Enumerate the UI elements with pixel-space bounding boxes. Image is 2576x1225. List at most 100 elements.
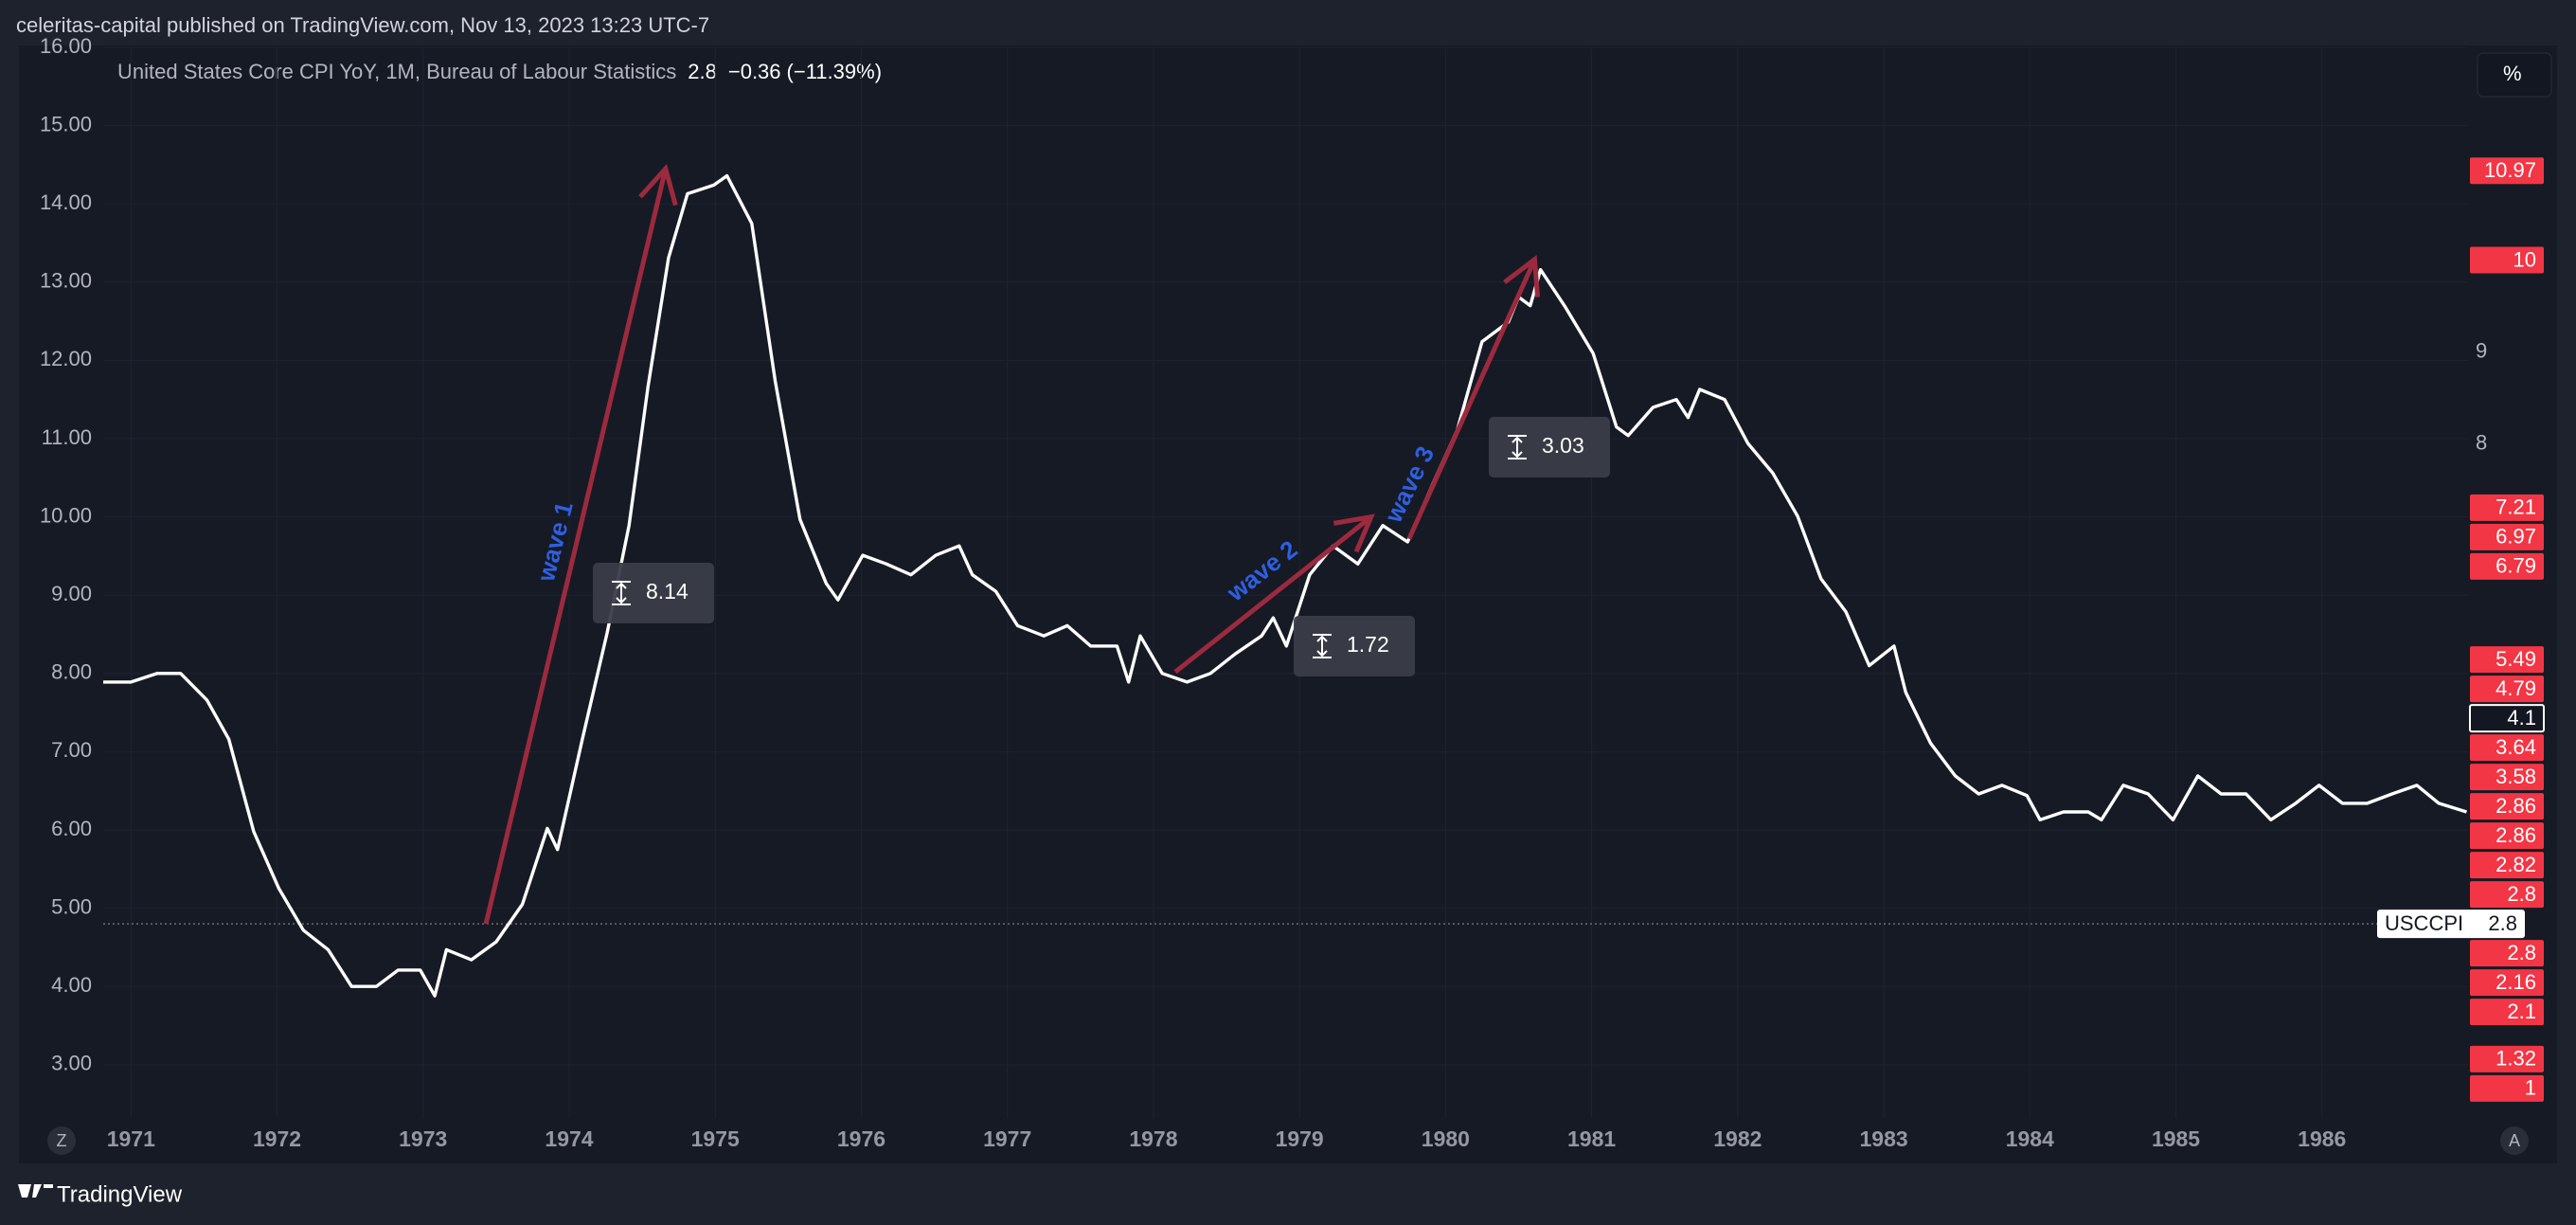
price-tag [2470, 969, 2544, 997]
measure-value: 8.14 [646, 579, 689, 603]
price-tag-label: 2.1 [2507, 1000, 2536, 1023]
footer: TradingView [57, 1181, 183, 1207]
y-tick-label: 9.00 [51, 582, 92, 605]
x-tick-label: 1984 [2006, 1126, 2054, 1151]
x-tick-label: 1973 [399, 1126, 447, 1151]
price-tag [2470, 494, 2544, 521]
x-tick-label: 1972 [253, 1126, 301, 1151]
price-tag-label: 2.86 [2496, 823, 2536, 847]
y-tick-label: 13.00 [40, 269, 92, 293]
z-label[interactable]: Z [57, 1131, 67, 1150]
price-tag-label: 2.8 [2507, 882, 2536, 906]
x-tick-label: 1980 [1422, 1126, 1470, 1151]
price-tag-label: 10 [2513, 247, 2536, 271]
last-value: 2.8 [688, 60, 717, 83]
pane [19, 45, 2557, 1163]
symbol-tag [2377, 910, 2525, 939]
price-tag [2470, 881, 2544, 909]
price-tag [2470, 157, 2544, 185]
y2-tick-label: 8 [2476, 431, 2487, 455]
price-tag [2470, 676, 2544, 703]
arrow-shaft [1406, 258, 1537, 540]
symbol-value: 2.8 [2488, 911, 2517, 935]
arrow-shaft [483, 168, 669, 925]
x-tick-label: 1982 [1713, 1126, 1762, 1151]
price-tag-label: 4.79 [2496, 676, 2536, 700]
y-tick-label: 3.00 [51, 1052, 92, 1075]
y-tick-label: 6.00 [51, 817, 92, 840]
price-tag-label: 2.82 [2496, 853, 2536, 876]
measure-icon [1313, 634, 1332, 658]
measure-icon [1508, 435, 1527, 459]
arrow-shaft [1173, 514, 1373, 675]
series-title: United States Core CPI YoY, 1M, Bureau o… [117, 60, 676, 83]
percent-button[interactable] [2477, 52, 2552, 98]
change: −0.36 [728, 60, 781, 83]
price-tag [2470, 1074, 2544, 1102]
y2-tick-label: 9 [2476, 338, 2487, 362]
price-tag-label: 6.79 [2496, 554, 2536, 578]
x-tick-label: 1979 [1276, 1126, 1324, 1151]
price-tag [2470, 734, 2544, 762]
measure-box [593, 563, 714, 623]
y-tick-label: 8.00 [51, 660, 92, 684]
x-tick-label: 1976 [837, 1126, 886, 1151]
x-tick-label: 1985 [2152, 1126, 2200, 1151]
price-tag [2470, 852, 2544, 879]
y-tick-label: 14.00 [40, 190, 92, 214]
price-tag-label: 4.1 [2507, 706, 2536, 730]
price-tag-label: 7.21 [2496, 495, 2536, 519]
price-tag [2470, 646, 2544, 674]
y-tick-label: 12.00 [40, 347, 92, 370]
measure-value: 3.03 [1542, 433, 1584, 458]
y-tick-label: 15.00 [40, 112, 92, 135]
price-tag-label: 1.32 [2496, 1047, 2536, 1071]
price-tag [2470, 1045, 2544, 1072]
y-tick-label: 10.00 [40, 503, 92, 527]
a-button[interactable] [2500, 1126, 2529, 1155]
a-label[interactable]: A [2509, 1131, 2520, 1150]
x-tick-label: 1971 [107, 1126, 155, 1151]
y-tick-label: 16.00 [40, 34, 92, 58]
price-tag [2470, 523, 2544, 550]
price-tag-label: 2.86 [2496, 794, 2536, 818]
price-tag [2470, 940, 2544, 967]
arrow-head [638, 163, 678, 207]
legend: United States Core CPI YoY, 1M, Bureau o… [117, 60, 882, 83]
x-tick-label: 1983 [1859, 1126, 1907, 1151]
y-tick-label: 11.00 [42, 425, 92, 449]
arrow-head [1503, 255, 1541, 297]
series-line [103, 173, 2468, 998]
price-tag [2469, 704, 2545, 733]
change-percent: (−11.39%) [787, 60, 882, 83]
price-tag-label: 5.49 [2496, 647, 2536, 671]
x-tick-label: 1974 [545, 1126, 593, 1151]
symbol-name: USCCPI [2385, 911, 2463, 935]
x-tick-label: 1977 [983, 1126, 1031, 1151]
price-tag [2470, 999, 2544, 1026]
top-note: celeritas-capital published on TradingVi… [16, 13, 709, 37]
price-tag [2470, 793, 2544, 820]
price-tag [2470, 822, 2544, 850]
x-tick-label: 1978 [1129, 1126, 1177, 1151]
price-tag-label: 3.58 [2496, 765, 2536, 788]
y-tick-label: 7.00 [51, 738, 92, 762]
logo [18, 1184, 53, 1198]
price-tag-label: 1 [2525, 1076, 2536, 1100]
percent-label[interactable]: % [2503, 62, 2522, 85]
y-tick-label: 4.00 [51, 973, 92, 997]
y-tick-label: 5.00 [51, 894, 92, 918]
price-tag [2470, 764, 2544, 791]
price-tag-label: 2.16 [2496, 970, 2536, 994]
measure-icon [612, 581, 631, 605]
price-tag-label: 2.8 [2507, 941, 2536, 964]
price-tag-label: 10.97 [2484, 158, 2536, 182]
measure-value: 1.72 [1347, 632, 1389, 657]
price-tag [2470, 246, 2544, 274]
z-button[interactable] [47, 1126, 76, 1155]
x-tick-label: 1981 [1567, 1126, 1616, 1151]
x-tick-label: 1975 [691, 1126, 740, 1151]
price-tag-label: 6.97 [2496, 525, 2536, 549]
